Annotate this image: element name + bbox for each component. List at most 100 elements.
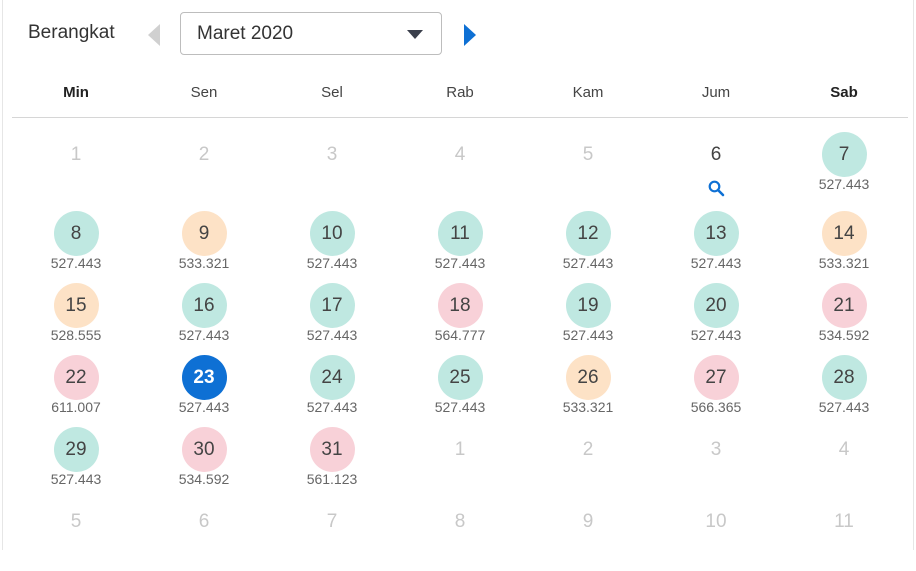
day-price: 564.777 xyxy=(434,327,486,343)
calendar-day[interactable]: 8 527.443 xyxy=(12,211,140,283)
next-month-button[interactable] xyxy=(459,22,481,48)
day-price: 533.321 xyxy=(818,255,870,271)
outside-month-day: 3 xyxy=(710,438,722,460)
day-number[interactable]: 21 xyxy=(821,283,867,328)
departure-label: Berangkat xyxy=(28,22,115,43)
calendar-day[interactable]: 10 527.443 xyxy=(268,211,396,283)
search-icon[interactable] xyxy=(708,180,725,197)
calendar-day: 2 xyxy=(140,132,268,211)
day-number[interactable]: 28 xyxy=(821,355,867,400)
day-number[interactable]: 30 xyxy=(181,427,227,472)
day-price: 534.592 xyxy=(818,327,870,343)
day-number[interactable]: 20 xyxy=(693,283,739,328)
calendar-day[interactable]: 14 533.321 xyxy=(780,211,908,283)
calendar-day: 10 xyxy=(652,499,780,571)
calendar-day: 8 xyxy=(396,499,524,571)
day-number[interactable]: 29 xyxy=(53,427,99,472)
day-price: 527.443 xyxy=(178,399,230,415)
day-number[interactable]: 27 xyxy=(693,355,739,400)
day-number[interactable]: 10 xyxy=(309,211,355,256)
day-number[interactable]: 13 xyxy=(693,211,739,256)
day-number[interactable]: 9 xyxy=(181,211,227,256)
day-number[interactable]: 17 xyxy=(309,283,355,328)
day-number[interactable]: 15 xyxy=(53,283,99,328)
outside-month-day: 5 xyxy=(70,510,82,532)
calendar-day[interactable]: 6 xyxy=(652,132,780,211)
calendar-day[interactable]: 17 527.443 xyxy=(268,283,396,355)
calendar-week: 5 6 7 8 9 10 11 xyxy=(12,499,908,571)
calendar-grid: 1 2 3 4 5 6 7 527.443 8 527.443 9 533.321 10 527.443 1… xyxy=(12,132,908,571)
day-number[interactable]: 24 xyxy=(309,355,355,400)
calendar-day[interactable]: 15 528.555 xyxy=(12,283,140,355)
calendar-week: 8 527.443 9 533.321 10 527.443 11 527.443 12 527.… xyxy=(12,211,908,283)
calendar-day[interactable]: 19 527.443 xyxy=(524,283,652,355)
day-number[interactable]: 12 xyxy=(565,211,611,256)
day-price: 527.443 xyxy=(818,176,870,192)
calendar-day[interactable]: 25 527.443 xyxy=(396,355,524,427)
caret-down-icon xyxy=(407,30,423,39)
calendar-day[interactable]: 16 527.443 xyxy=(140,283,268,355)
calendar-day[interactable]: 22 611.007 xyxy=(12,355,140,427)
calendar-day[interactable]: 28 527.443 xyxy=(780,355,908,427)
day-number[interactable]: 11 xyxy=(437,211,483,256)
prev-month-button[interactable] xyxy=(143,22,165,48)
day-number[interactable]: 31 xyxy=(309,427,355,472)
outside-month-day: 1 xyxy=(70,143,82,165)
selected-day[interactable]: 23 xyxy=(181,355,227,400)
day-price: 561.123 xyxy=(306,471,358,487)
calendar-day: 9 xyxy=(524,499,652,571)
calendar-day[interactable]: 7 527.443 xyxy=(780,132,908,211)
calendar-day[interactable]: 13 527.443 xyxy=(652,211,780,283)
day-number[interactable]: 22 xyxy=(53,355,99,400)
day-number[interactable]: 7 xyxy=(821,132,867,177)
day-number[interactable]: 19 xyxy=(565,283,611,328)
day-number[interactable]: 6 xyxy=(710,143,722,165)
outside-month-day: 2 xyxy=(582,438,594,460)
day-number[interactable]: 16 xyxy=(181,283,227,328)
calendar-day[interactable]: 11 527.443 xyxy=(396,211,524,283)
calendar-week: 1 2 3 4 5 6 7 527.443 xyxy=(12,132,908,211)
calendar-day[interactable]: 21 534.592 xyxy=(780,283,908,355)
calendar-day[interactable]: 27 566.365 xyxy=(652,355,780,427)
day-number[interactable]: 25 xyxy=(437,355,483,400)
day-price: 566.365 xyxy=(690,399,742,415)
day-price: 527.443 xyxy=(306,399,358,415)
weekday-header: Min Sen Sel Rab Kam Jum Sab xyxy=(12,84,908,106)
day-number[interactable]: 8 xyxy=(53,211,99,256)
calendar-day[interactable]: 26 533.321 xyxy=(524,355,652,427)
day-price: 533.321 xyxy=(562,399,614,415)
outside-month-day: 4 xyxy=(454,143,466,165)
weekday-sel: Sel xyxy=(321,84,343,101)
calendar-day: 1 xyxy=(12,132,140,211)
calendar-day[interactable]: 31 561.123 xyxy=(268,427,396,499)
calendar-day: 5 xyxy=(524,132,652,211)
outside-month-day: 3 xyxy=(326,143,338,165)
calendar-day[interactable]: 30 534.592 xyxy=(140,427,268,499)
outside-month-day: 9 xyxy=(582,510,594,532)
day-number[interactable]: 14 xyxy=(821,211,867,256)
month-dropdown[interactable]: Maret 2020 xyxy=(180,12,442,55)
calendar-day[interactable]: 24 527.443 xyxy=(268,355,396,427)
day-number[interactable]: 26 xyxy=(565,355,611,400)
day-price: 527.443 xyxy=(178,327,230,343)
month-dropdown-value: Maret 2020 xyxy=(197,22,294,44)
day-price: 527.443 xyxy=(690,255,742,271)
calendar-week: 15 528.555 16 527.443 17 527.443 18 564.777 19 52… xyxy=(12,283,908,355)
header-divider xyxy=(12,117,908,118)
day-price: 527.443 xyxy=(690,327,742,343)
weekday-sab: Sab xyxy=(830,84,858,101)
calendar-day[interactable]: 18 564.777 xyxy=(396,283,524,355)
day-price: 533.321 xyxy=(178,255,230,271)
calendar-day: 11 xyxy=(780,499,908,571)
calendar-week: 29 527.443 30 534.592 31 561.123 1 2 3 4 xyxy=(12,427,908,499)
calendar-day[interactable]: 23 527.443 xyxy=(140,355,268,427)
day-price: 528.555 xyxy=(50,327,102,343)
day-number[interactable]: 18 xyxy=(437,283,483,328)
outside-month-day: 5 xyxy=(582,143,594,165)
calendar-day[interactable]: 29 527.443 xyxy=(12,427,140,499)
calendar-day[interactable]: 9 533.321 xyxy=(140,211,268,283)
calendar-day[interactable]: 20 527.443 xyxy=(652,283,780,355)
calendar-day[interactable]: 12 527.443 xyxy=(524,211,652,283)
calendar-day: 3 xyxy=(652,427,780,499)
day-price: 611.007 xyxy=(51,399,101,415)
